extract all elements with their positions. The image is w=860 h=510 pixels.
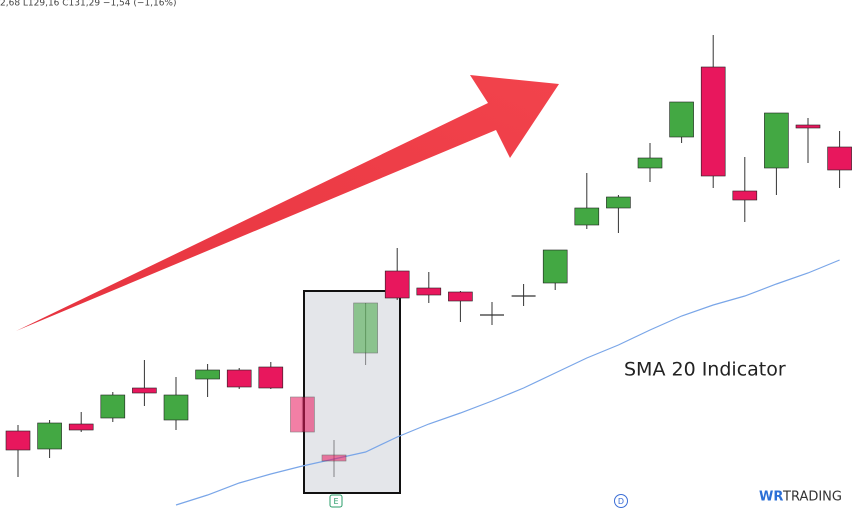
candle-body [353,302,378,354]
candle-body [637,157,663,169]
sma-line [175,259,840,506]
candle-body [795,124,821,129]
logo-text: TRADING [782,490,842,505]
highlight-box [303,290,401,494]
candle-body [163,394,189,421]
candle-body [226,369,252,388]
candle-body [669,101,694,138]
event-marker-box [329,494,343,508]
candle-body [732,190,758,201]
candle-body [827,146,852,171]
trend-arrow [16,75,559,331]
annotation: SMA 20 Indicator [624,359,786,381]
event-marker: D [618,497,624,506]
candle-body [132,387,157,394]
candle-body [764,112,789,169]
candle-body [321,454,347,462]
candle-body [416,287,442,296]
candle-body [100,394,126,419]
candle-body [37,422,62,450]
candle-body [258,366,284,389]
event-marker-circle [614,494,628,508]
event-marker: E [333,497,338,506]
header: 2,68 L129,16 C131,29 −1,54 (−1,16%) [0,0,177,9]
candle-body [384,270,410,299]
candle-body [68,423,94,431]
candle-body [448,291,473,302]
logo-mark: WR [759,490,783,505]
candle-body [290,396,315,433]
candle-body [542,249,568,284]
candle-body [5,430,31,451]
candle-body [700,66,726,177]
candle-body [574,207,600,226]
candle-body [606,196,631,209]
marks [5,35,852,506]
candle-body [195,369,220,380]
